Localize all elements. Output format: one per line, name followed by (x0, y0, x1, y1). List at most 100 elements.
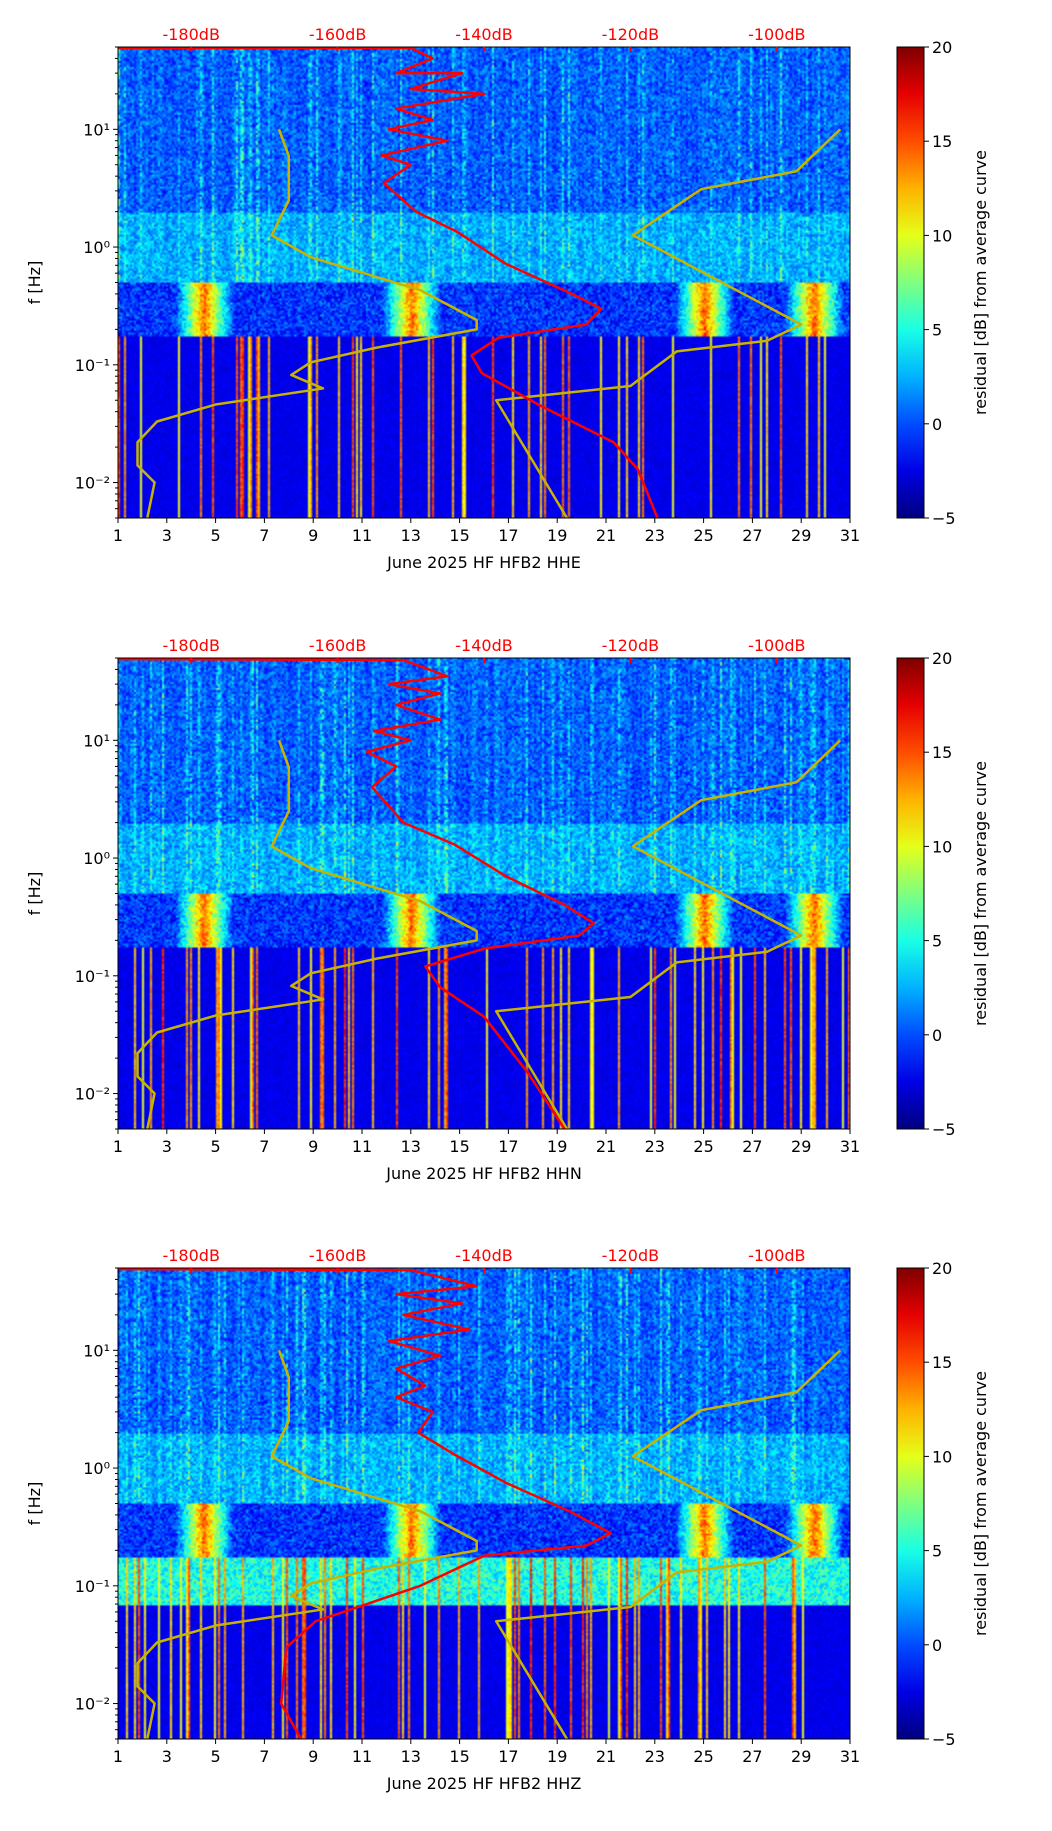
noise-model-line (136, 739, 478, 1130)
average-psd-line (117, 657, 596, 1130)
y-tick-label: 10⁻² (75, 474, 110, 493)
x-tick-label: 3 (162, 526, 172, 545)
db-tick-label: -160dB (309, 1246, 366, 1265)
plot-frame (117, 1267, 851, 1740)
colorbar-tick-label: 0 (932, 1636, 942, 1655)
y-tick-label: 10⁻² (75, 1085, 110, 1104)
colorbar (896, 46, 925, 519)
colorbar (896, 1267, 925, 1740)
x-tick-label: 5 (211, 1137, 221, 1156)
x-tick-label: 13 (401, 1747, 421, 1766)
db-tick-label: -140dB (455, 1246, 512, 1265)
colorbar-label: residual [dB] from average curve (971, 1371, 990, 1636)
x-tick-label: 5 (211, 526, 221, 545)
colorbar-tick-label: 20 (932, 649, 952, 668)
x-tick-label: 27 (742, 1747, 762, 1766)
y-tick-label: 10⁻² (75, 1695, 110, 1714)
colorbar-tick-label: 15 (932, 132, 952, 151)
colorbar-label: residual [dB] from average curve (971, 761, 990, 1026)
spectrogram-image (118, 47, 850, 518)
x-axis-label: June 2025 HF HFB2 HHE (386, 553, 581, 572)
x-tick-label: 5 (211, 1747, 221, 1766)
x-tick-label: 21 (596, 1137, 616, 1156)
db-tick-label: -160dB (309, 25, 366, 44)
x-tick-label: 7 (259, 526, 269, 545)
db-tick-label: -180dB (162, 25, 219, 44)
y-tick-label: 10⁻¹ (75, 967, 110, 986)
x-tick-label: 1 (113, 1137, 123, 1156)
x-tick-label: 27 (742, 1137, 762, 1156)
y-tick-label: 10⁰ (83, 238, 110, 257)
x-tick-label: 29 (791, 1747, 811, 1766)
x-tick-label: 23 (645, 1137, 665, 1156)
colorbar (896, 657, 925, 1130)
plot-frame (117, 657, 851, 1130)
x-tick-label: 27 (742, 526, 762, 545)
y-tick-label: 10⁰ (83, 849, 110, 868)
db-tick-label: -120dB (602, 1246, 659, 1265)
x-tick-label: 9 (308, 526, 318, 545)
colorbar-tick-label: 10 (932, 226, 952, 245)
db-tick-label: -120dB (602, 636, 659, 655)
db-tick-label: -140dB (455, 636, 512, 655)
x-tick-label: 15 (449, 1137, 469, 1156)
y-tick-label: 10⁰ (83, 1459, 110, 1478)
x-tick-label: 31 (840, 1137, 860, 1156)
db-tick-label: -160dB (309, 636, 366, 655)
colorbar-tick-label: 15 (932, 743, 952, 762)
y-tick-label: 10¹ (83, 1341, 110, 1360)
colorbar-tick-label: 10 (932, 1447, 952, 1466)
x-tick-label: 3 (162, 1747, 172, 1766)
x-tick-label: 29 (791, 1137, 811, 1156)
x-tick-label: 1 (113, 1747, 123, 1766)
db-tick-label: -180dB (162, 636, 219, 655)
x-tick-label: 25 (693, 526, 713, 545)
noise-model-line (136, 128, 478, 519)
x-tick-label: 9 (308, 1137, 318, 1156)
x-tick-label: 17 (498, 526, 518, 545)
x-tick-label: 21 (596, 1747, 616, 1766)
x-tick-label: 13 (401, 1137, 421, 1156)
colorbar-tick-label: 20 (932, 38, 952, 57)
spectrogram-panel-3: 1 3 5 7 9 11 13 15 17 19 21 23 25 27 29 31 June 2025 HF … (0, 1221, 1052, 1831)
x-tick-label: 15 (449, 526, 469, 545)
noise-model-line (494, 739, 842, 1130)
x-tick-label: 7 (259, 1137, 269, 1156)
colorbar-tick-label: 10 (932, 837, 952, 856)
noise-model-line (136, 1349, 478, 1740)
x-tick-label: 1 (113, 526, 123, 545)
colorbar-tick-label: 5 (932, 1542, 942, 1561)
y-tick-label: 10⁻¹ (75, 1577, 110, 1596)
colorbar-tick-label: −5 (932, 509, 956, 528)
db-tick-label: -180dB (162, 1246, 219, 1265)
y-axis-label: f [Hz] (25, 261, 44, 305)
db-tick-label: -100dB (748, 25, 805, 44)
spectrogram-panel-1: 1 3 5 7 9 11 13 15 17 19 21 23 25 27 29 31 June 2025 HF … (0, 0, 1052, 610)
x-tick-label: 29 (791, 526, 811, 545)
x-tick-label: 3 (162, 1137, 172, 1156)
x-tick-label: 19 (547, 1747, 567, 1766)
average-psd-line (118, 46, 659, 519)
spectrogram-image (118, 658, 850, 1129)
colorbar-tick-label: 5 (932, 321, 942, 340)
db-tick-label: -120dB (602, 25, 659, 44)
colorbar-tick-label: 0 (932, 415, 942, 434)
x-tick-label: 19 (547, 1137, 567, 1156)
y-axis-label: f [Hz] (25, 1482, 44, 1526)
x-tick-label: 21 (596, 526, 616, 545)
x-tick-label: 31 (840, 526, 860, 545)
db-tick-label: -100dB (748, 1246, 805, 1265)
x-tick-label: 11 (352, 526, 372, 545)
colorbar-label: residual [dB] from average curve (971, 150, 990, 415)
x-tick-label: 17 (498, 1137, 518, 1156)
x-tick-label: 19 (547, 526, 567, 545)
x-tick-label: 25 (693, 1137, 713, 1156)
x-tick-label: 9 (308, 1747, 318, 1766)
y-tick-label: 10⁻¹ (75, 356, 110, 375)
noise-model-line (494, 1349, 842, 1740)
y-axis-label: f [Hz] (25, 872, 44, 916)
x-tick-label: 23 (645, 1747, 665, 1766)
